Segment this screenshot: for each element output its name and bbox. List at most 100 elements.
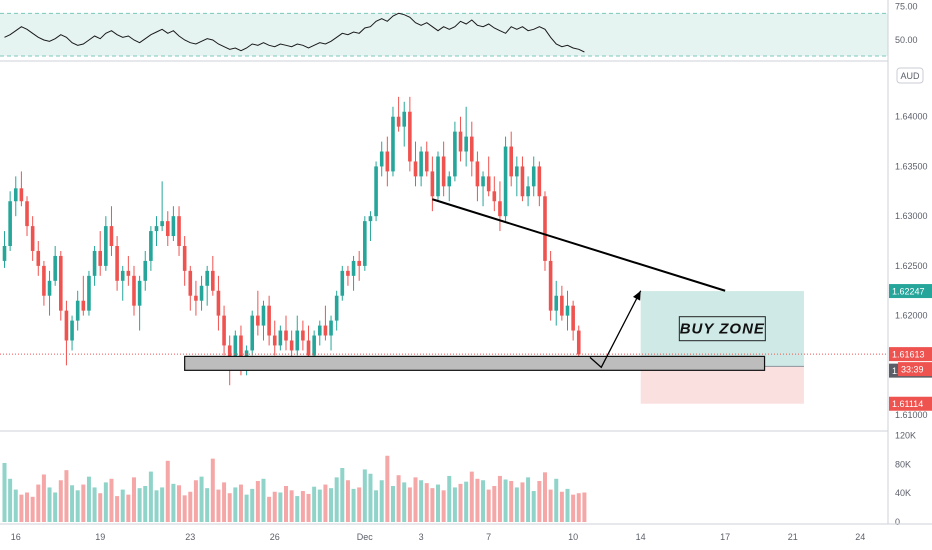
candle-body [81,300,86,311]
volume-bar [13,489,18,522]
candle [295,315,300,356]
candle [374,161,378,222]
price-label-text: 1.61613 [892,350,925,360]
candle-body [143,260,148,281]
candle-body [306,340,311,356]
candle [75,290,80,331]
candle [419,146,423,187]
candle [408,96,412,172]
candle-body [227,345,232,361]
candle [503,136,508,222]
volume-bar [334,477,339,522]
volume-bar [233,487,238,522]
volume-bar [177,485,182,522]
candle [104,216,108,271]
volume-bar [41,474,46,522]
price-label-text: 1.62247 [892,287,925,297]
price-label-bg [889,284,932,299]
volume-bars [2,455,587,522]
support-box[interactable] [184,355,766,371]
volume-bar [582,492,587,522]
volume-bar [284,486,288,522]
volume-bar [19,494,24,522]
candle-body [289,340,294,351]
candle-body [36,250,41,266]
volume-bar [238,484,243,522]
candle [363,216,367,271]
candle-body [526,186,530,197]
candle [531,156,536,197]
candle [64,300,69,366]
candle [351,255,356,291]
candle [317,320,322,346]
candle [47,270,52,316]
volume-bar [447,475,452,522]
candle-body [109,226,114,246]
candle-body [408,111,412,162]
candle [182,236,187,286]
candle-body [75,300,80,321]
candle-body [222,315,226,346]
volume-bar [216,489,221,522]
candle [188,265,193,311]
candle-body [413,161,418,177]
candle-body [340,270,345,296]
rsi-tick-label: 75.00 [895,2,918,12]
descending-trendline[interactable] [432,198,726,292]
candle-body [272,335,277,346]
candle-body [165,221,170,237]
candle-body [368,216,373,222]
projection-arrow[interactable] [589,290,642,369]
candle [278,325,283,351]
candle-body [132,275,136,306]
candle-body [47,280,52,296]
candle-body [199,285,204,301]
rsi-panel: 75.00 50.00 [0,2,918,57]
candle [385,136,390,187]
candle-body [154,226,159,232]
candle [368,211,373,242]
volume-bar [227,493,232,522]
candle-body [453,131,457,177]
candle [115,236,119,291]
candle-body [498,201,502,217]
candle-body [233,335,238,361]
volume-bar [261,478,266,522]
candle [154,216,159,246]
time-tick-label: 17 [720,532,730,542]
time-tick-label: 14 [636,532,646,542]
volume-bar [36,484,41,522]
candle [132,265,136,316]
buy-zone-label-box[interactable]: BUY ZONE [678,316,766,342]
volume-bar [390,486,395,522]
candle-body [486,176,491,192]
rsi-line [4,12,585,53]
volume-bar [250,488,255,522]
volume-bar [430,488,435,522]
candle-body [402,111,407,127]
volume-bar [58,480,63,522]
volume-bar [345,480,350,522]
candle [391,106,395,177]
candle-body [391,116,395,172]
candle-body [481,176,485,187]
volume-bar [402,482,407,522]
currency-badge[interactable]: AUD [896,67,924,84]
candle-body [8,201,12,246]
candle [199,275,204,311]
candle-body [120,270,125,281]
candle-body [537,166,542,197]
volume-bar [120,489,125,522]
buy-zone-label: BUY ZONE [680,321,765,338]
candle-body [284,330,288,341]
candle [453,121,457,182]
candle [509,131,513,187]
candle [205,265,209,306]
volume-bar [396,475,401,522]
candle-body [419,151,423,177]
volume-bar [520,482,525,522]
volume-bar [542,472,547,522]
candle [137,275,142,331]
